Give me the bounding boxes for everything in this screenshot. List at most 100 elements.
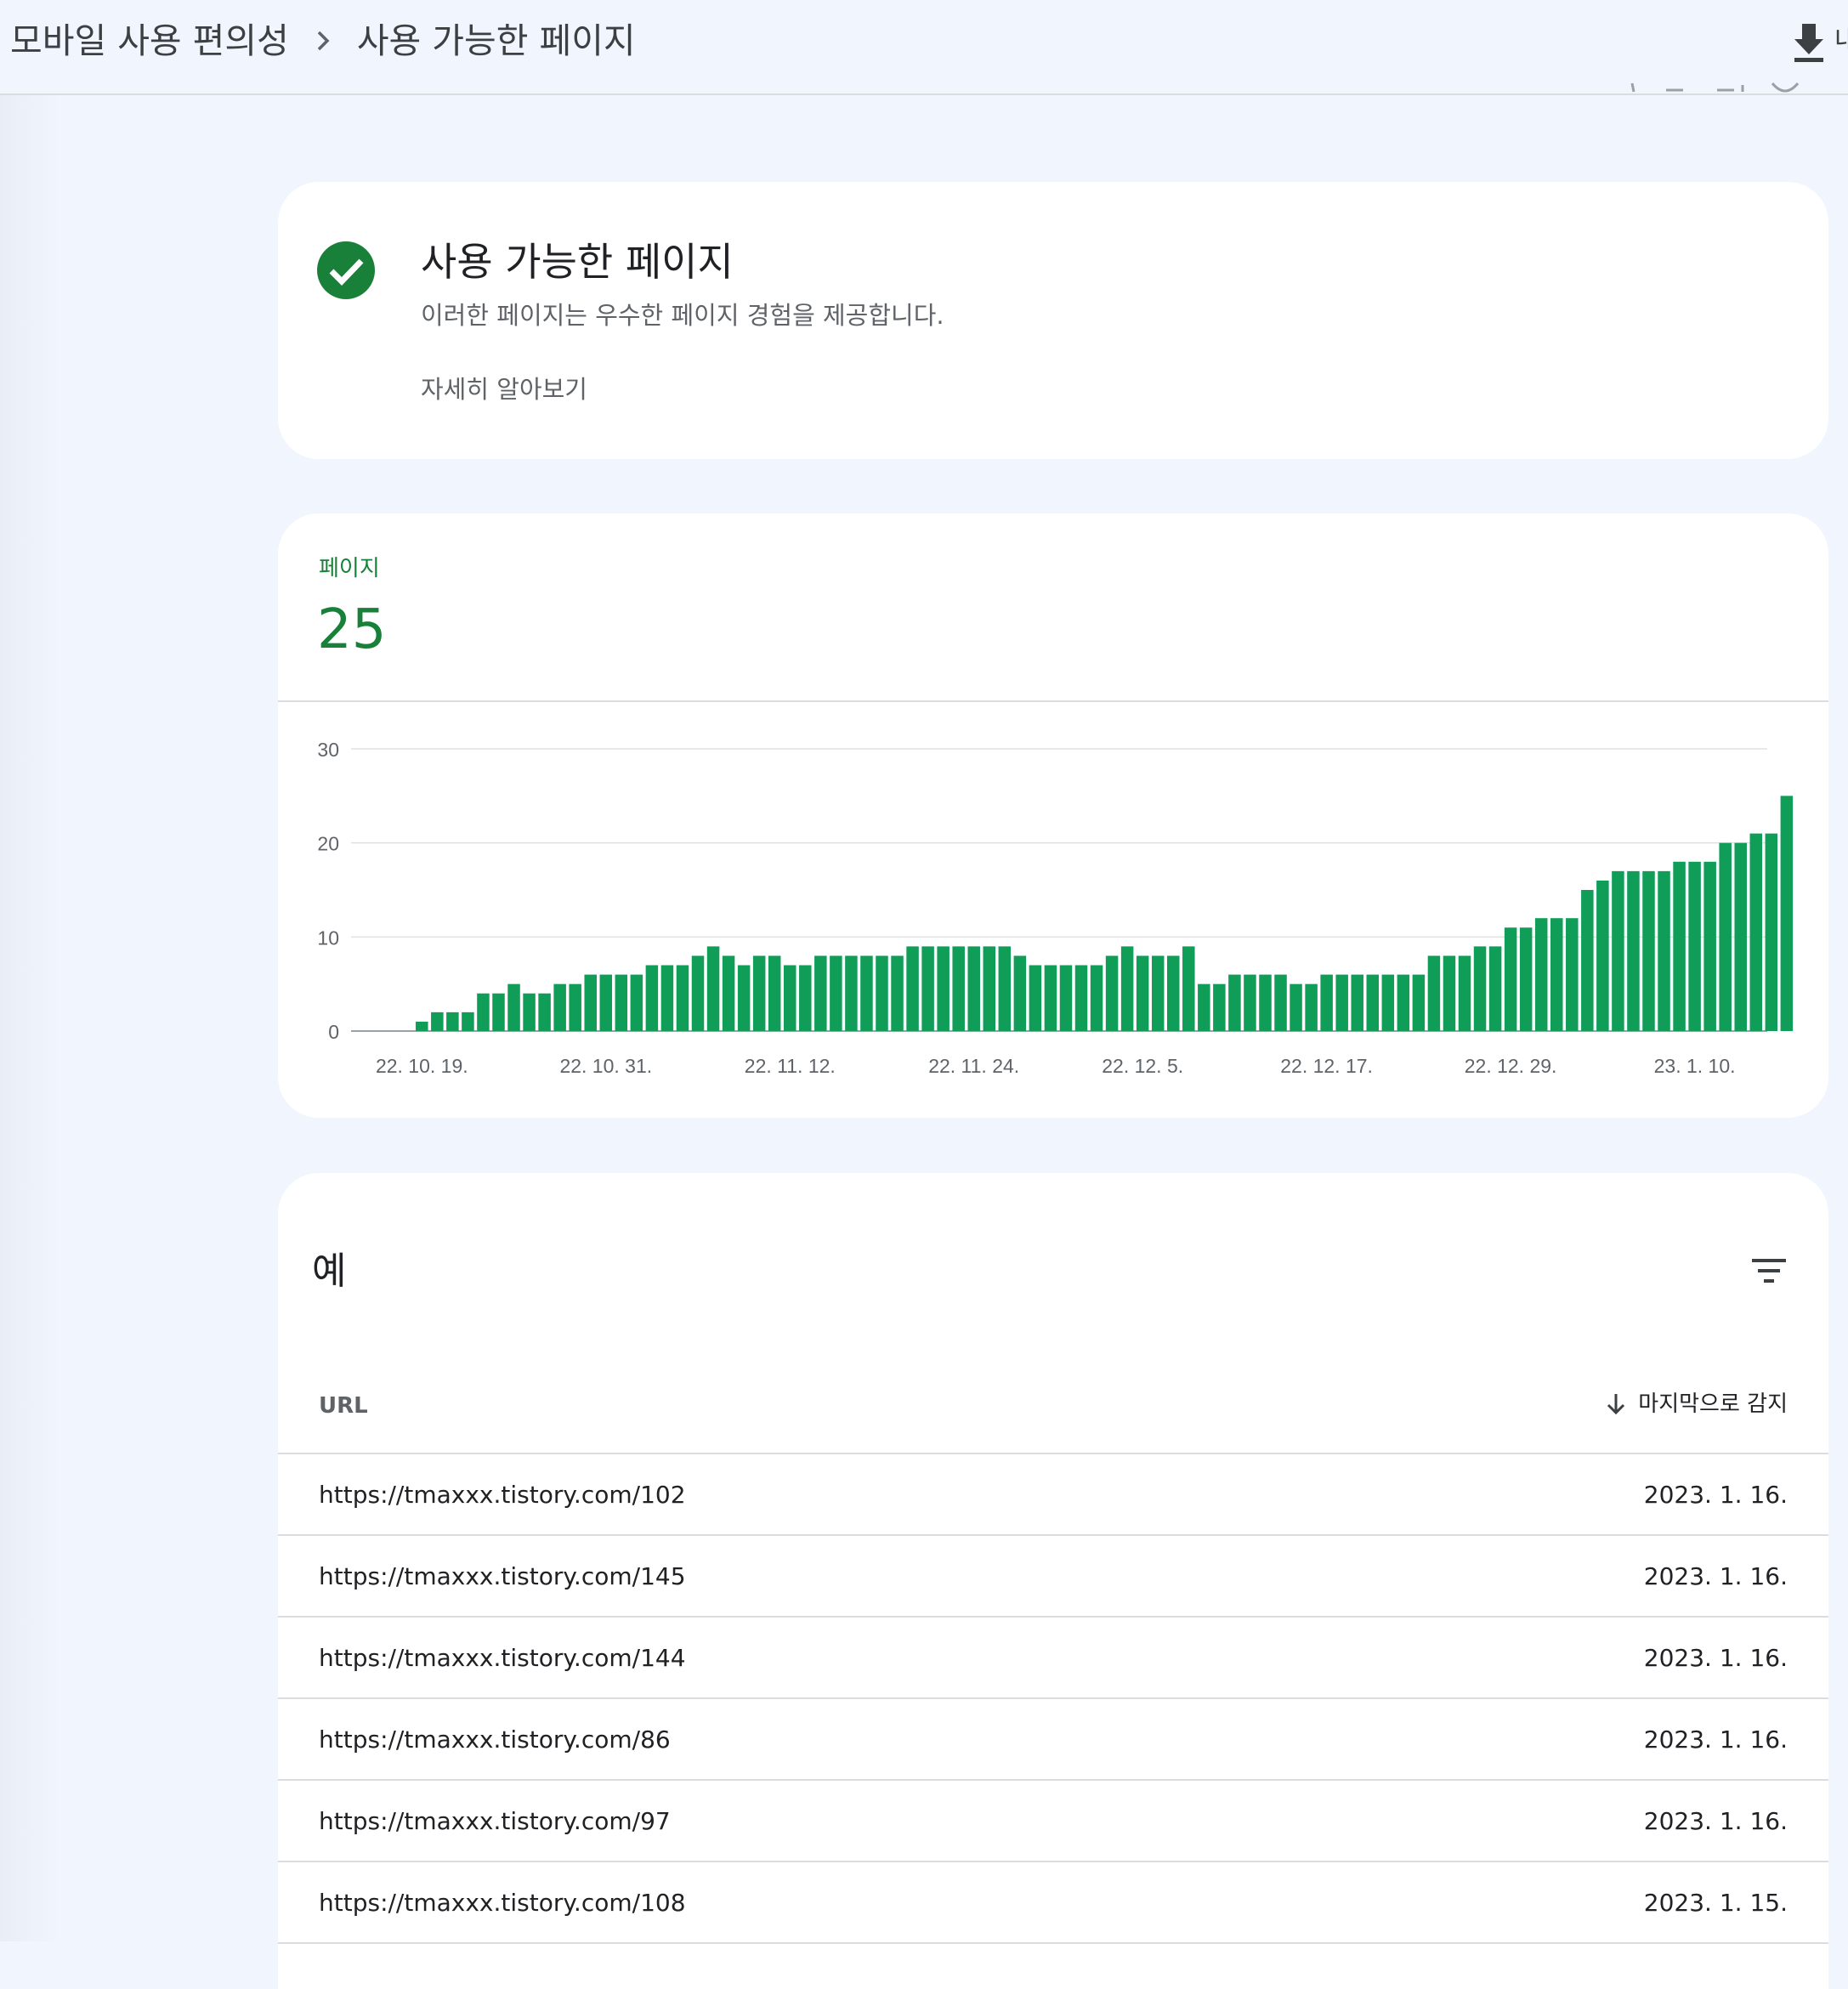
chart-bar[interactable] bbox=[952, 946, 965, 1031]
learn-more-link[interactable]: 자세히 알아보기 bbox=[421, 375, 587, 404]
chart-bar[interactable] bbox=[1198, 983, 1210, 1031]
chart-bar[interactable] bbox=[1105, 955, 1119, 1031]
chart-bar[interactable] bbox=[492, 993, 505, 1031]
export-label[interactable]: 내 bbox=[1834, 26, 1848, 55]
download-icon[interactable] bbox=[1783, 17, 1834, 68]
chart-bar[interactable] bbox=[660, 965, 674, 1031]
chart-bar[interactable] bbox=[1090, 965, 1103, 1031]
chart-bar[interactable] bbox=[1381, 974, 1395, 1031]
chart-bar[interactable] bbox=[799, 965, 812, 1031]
chart-bar[interactable] bbox=[1412, 974, 1426, 1031]
chart-bar[interactable] bbox=[1305, 983, 1318, 1031]
chart-bar[interactable] bbox=[1151, 955, 1165, 1031]
chart-bar[interactable] bbox=[768, 955, 781, 1031]
chart-bar[interactable] bbox=[1504, 927, 1517, 1031]
bar-chart[interactable]: 0 10 20 30 22. 10. 19. 22. 10. 31. 22. 11. 12.… bbox=[278, 702, 1828, 1118]
chart-bar[interactable] bbox=[1642, 870, 1655, 1031]
chart-bar[interactable] bbox=[1581, 890, 1594, 1031]
chart-bar[interactable] bbox=[645, 965, 659, 1031]
chart-bar[interactable] bbox=[615, 974, 628, 1031]
chart-bar[interactable] bbox=[937, 946, 950, 1031]
chart-bar[interactable] bbox=[1120, 946, 1134, 1031]
table-row[interactable]: https://tmaxxx.tistory.com/145 2023. 1. … bbox=[278, 1536, 1828, 1618]
table-row[interactable]: https://tmaxxx.tistory.com/97 2023. 1. 1… bbox=[278, 1781, 1828, 1862]
chart-bar[interactable] bbox=[876, 955, 888, 1031]
chart-bar[interactable] bbox=[1688, 861, 1701, 1031]
chart-bar[interactable] bbox=[1044, 965, 1057, 1031]
chart-bar[interactable] bbox=[1534, 918, 1548, 1031]
chart-bar[interactable] bbox=[1658, 870, 1670, 1031]
chart-bar[interactable] bbox=[1519, 927, 1533, 1031]
chart-bar[interactable] bbox=[1719, 842, 1732, 1031]
chart-bar[interactable] bbox=[507, 983, 520, 1031]
chart-bar[interactable] bbox=[1627, 870, 1640, 1031]
chart-bar[interactable] bbox=[1780, 796, 1794, 1031]
chart-bar[interactable] bbox=[523, 993, 536, 1031]
chart-bar[interactable] bbox=[1749, 833, 1763, 1031]
chart-bar[interactable] bbox=[1029, 965, 1042, 1031]
chart-bar[interactable] bbox=[1550, 918, 1563, 1031]
chart-bar[interactable] bbox=[1259, 974, 1272, 1031]
chart-bar[interactable] bbox=[752, 955, 766, 1031]
chart-bar[interactable] bbox=[446, 1012, 459, 1031]
chart-bar[interactable] bbox=[431, 1012, 444, 1031]
chart-bar[interactable] bbox=[1074, 965, 1088, 1031]
chart-bar[interactable] bbox=[1335, 974, 1348, 1031]
chart-bar[interactable] bbox=[1351, 974, 1363, 1031]
chart-bar[interactable] bbox=[1765, 833, 1778, 1031]
chart-bar[interactable] bbox=[860, 955, 873, 1031]
metric-value[interactable]: 25 bbox=[317, 598, 387, 661]
chart-bar[interactable] bbox=[1167, 955, 1180, 1031]
table-row[interactable]: https://tmaxxx.tistory.com/86 2023. 1. 1… bbox=[278, 1699, 1828, 1781]
chart-bar[interactable] bbox=[1397, 974, 1410, 1031]
chart-bar[interactable] bbox=[722, 955, 735, 1031]
chart-bar[interactable] bbox=[830, 955, 842, 1031]
chart-bar[interactable] bbox=[538, 993, 551, 1031]
chart-bar[interactable] bbox=[845, 955, 858, 1031]
filter-icon[interactable] bbox=[1745, 1248, 1793, 1295]
chart-bar[interactable] bbox=[584, 974, 597, 1031]
chart-bar[interactable] bbox=[1612, 870, 1624, 1031]
chart-bar[interactable] bbox=[462, 1012, 474, 1031]
metric-label[interactable]: 페이지 bbox=[319, 556, 380, 581]
column-header-url[interactable]: URL bbox=[319, 1393, 368, 1419]
chart-bar[interactable] bbox=[1566, 918, 1579, 1031]
chart-bar[interactable] bbox=[553, 983, 566, 1031]
chart-bar[interactable] bbox=[706, 946, 720, 1031]
chart-bar[interactable] bbox=[1734, 842, 1747, 1031]
chart-bar[interactable] bbox=[891, 955, 904, 1031]
chart-bar[interactable] bbox=[569, 983, 581, 1031]
chart-bar[interactable] bbox=[1488, 946, 1502, 1031]
chart-bar[interactable] bbox=[1366, 974, 1380, 1031]
chart-bar[interactable] bbox=[1458, 955, 1471, 1031]
column-header-last-crawled[interactable]: 마지막으로 감지 bbox=[1599, 1387, 1788, 1421]
chart-bar[interactable] bbox=[630, 974, 643, 1031]
chart-bar[interactable] bbox=[691, 955, 705, 1031]
chart-bar[interactable] bbox=[1274, 974, 1287, 1031]
chart-bar[interactable] bbox=[1443, 955, 1456, 1031]
chart-bar[interactable] bbox=[983, 946, 996, 1031]
chart-bar[interactable] bbox=[1473, 946, 1487, 1031]
chart-bar[interactable] bbox=[676, 965, 689, 1031]
chart-bar[interactable] bbox=[737, 965, 751, 1031]
chart-bar[interactable] bbox=[599, 974, 613, 1031]
table-row[interactable]: https://tmaxxx.tistory.com/144 2023. 1. … bbox=[278, 1618, 1828, 1699]
chart-bar[interactable] bbox=[998, 946, 1012, 1031]
chart-bar[interactable] bbox=[906, 946, 919, 1031]
chart-bar[interactable] bbox=[814, 955, 827, 1031]
table-row[interactable]: https://tmaxxx.tistory.com/108 2023. 1. … bbox=[278, 1862, 1828, 1944]
chart-bar[interactable] bbox=[1596, 880, 1609, 1031]
chart-bar[interactable] bbox=[1136, 955, 1149, 1031]
chart-bar[interactable] bbox=[1290, 983, 1302, 1031]
chart-bar[interactable] bbox=[1244, 974, 1256, 1031]
chart-bar[interactable] bbox=[1703, 861, 1716, 1031]
chart-bar[interactable] bbox=[967, 946, 980, 1031]
chart-bar[interactable] bbox=[784, 965, 796, 1031]
chart-bar[interactable] bbox=[1320, 974, 1333, 1031]
breadcrumb-parent[interactable]: 모바일 사용 편의성 bbox=[10, 20, 289, 61]
chart-bar[interactable] bbox=[1427, 955, 1441, 1031]
chart-bar[interactable] bbox=[1228, 974, 1241, 1031]
chart-bar[interactable] bbox=[477, 993, 490, 1031]
chart-bar[interactable] bbox=[1059, 965, 1073, 1031]
chart-bar[interactable] bbox=[1182, 946, 1195, 1031]
